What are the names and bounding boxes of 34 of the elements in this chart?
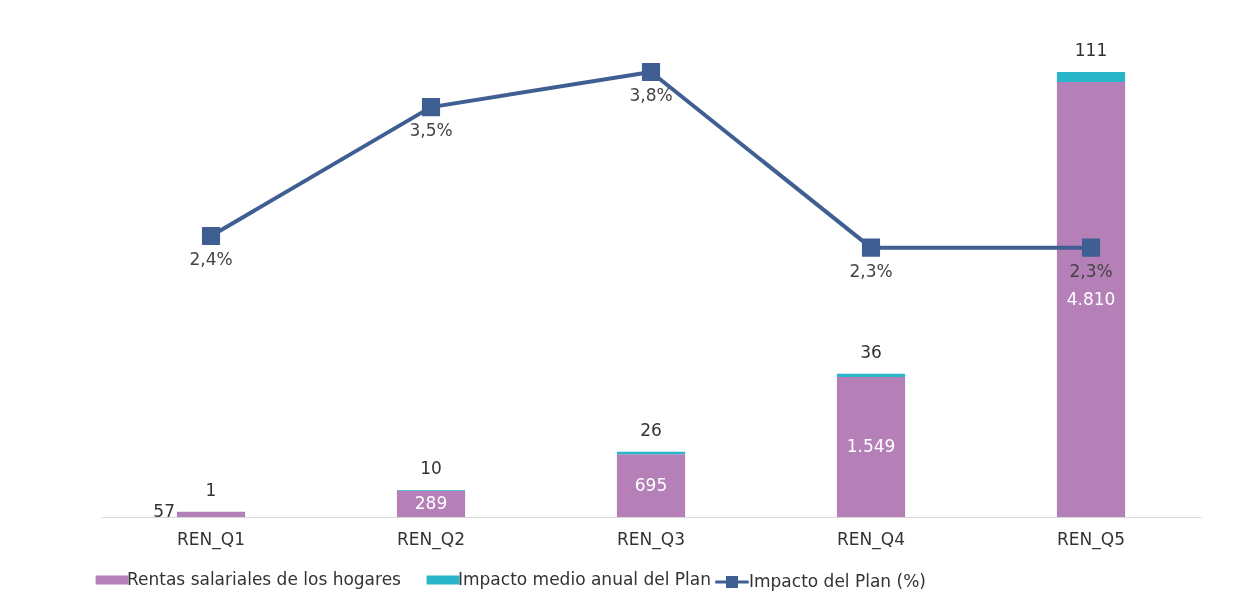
- data-label: 111: [1074, 40, 1108, 60]
- bar: [836, 373, 906, 377]
- data-label: 26: [640, 419, 662, 440]
- bar: [176, 511, 246, 517]
- data-label: 2,3%: [849, 260, 893, 281]
- x-tick-label: REN_Q2: [397, 528, 465, 550]
- data-label: 3,8%: [629, 85, 673, 105]
- data-label: 289: [414, 492, 448, 513]
- data-label: 695: [634, 474, 668, 495]
- x-tick-label: REN_Q1: [177, 528, 245, 550]
- legend-label: Impacto del Plan (%): [749, 571, 926, 591]
- point: [641, 62, 661, 82]
- point: [1081, 238, 1101, 257]
- bar: [1056, 72, 1126, 83]
- bar: [1056, 82, 1126, 517]
- data-label: 4.810: [1066, 288, 1116, 309]
- legend-label: Rentas salariales de los hogares: [127, 569, 402, 589]
- x-tick-label: REN_Q5: [1057, 528, 1125, 550]
- x-tick-label: REN_Q3: [617, 528, 685, 550]
- legend-label: Impacto medio anual del Plan: [458, 569, 711, 589]
- bar: [836, 376, 906, 517]
- data-label: 2,4%: [189, 248, 233, 269]
- data-label: 10: [420, 457, 442, 478]
- bar: [616, 454, 686, 517]
- data-label: 2,3%: [1069, 260, 1113, 281]
- point: [421, 98, 441, 117]
- data-label: 1.549: [846, 435, 896, 456]
- data-label: 36: [860, 341, 882, 362]
- data-label: 57: [153, 500, 175, 521]
- point: [201, 226, 221, 246]
- x-tick-label: REN_Q4: [837, 528, 905, 550]
- point: [861, 238, 881, 257]
- data-label: 1: [205, 479, 217, 500]
- data-label: 3,5%: [409, 120, 453, 141]
